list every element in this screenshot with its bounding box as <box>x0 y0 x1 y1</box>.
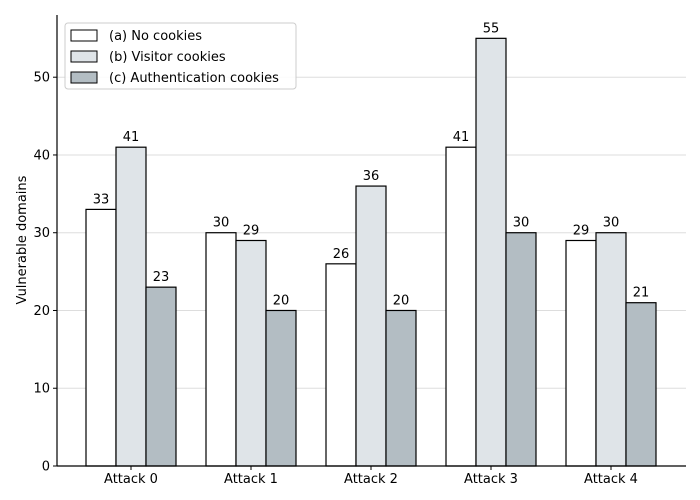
x-tick-label: Attack 3 <box>464 472 518 487</box>
bar-value-label: 29 <box>573 224 590 239</box>
bar-value-label: 33 <box>93 192 110 207</box>
x-tick-label: Attack 4 <box>584 472 638 487</box>
y-tick-label: 30 <box>33 226 50 241</box>
bar <box>265 309 297 467</box>
bar-value-label: 30 <box>213 216 230 231</box>
legend-label: (c) Authentication cookies <box>109 71 279 86</box>
y-tick-label: 10 <box>33 382 50 397</box>
bar <box>445 146 477 467</box>
x-tick-label: Attack 1 <box>224 472 278 487</box>
legend-swatch <box>70 29 98 42</box>
bar <box>505 232 537 467</box>
bar <box>625 302 657 467</box>
bar-value-label: 30 <box>513 216 530 231</box>
legend-swatch <box>70 50 98 63</box>
bar-value-label: 20 <box>393 293 410 308</box>
x-tick-label: Attack 0 <box>104 472 158 487</box>
y-tick-label: 40 <box>33 148 50 163</box>
bar <box>475 37 507 467</box>
tick-labels: 0 10 20 30 40 50 Attack 0 Attack 1 Attack 2 Attac… <box>33 71 638 487</box>
bar <box>595 232 627 467</box>
bar-value-label: 55 <box>483 21 500 36</box>
y-axis-title: Vulnerable domains <box>15 175 30 304</box>
legend-swatch <box>70 71 98 84</box>
bar-value-labels: 33 41 23 30 29 20 26 36 20 41 55 30 29 30 21 <box>93 21 650 308</box>
y-tick-label: 50 <box>33 71 50 86</box>
bar <box>115 146 147 467</box>
legend-label: (a) No cookies <box>109 29 202 44</box>
bar-value-label: 23 <box>153 270 170 285</box>
y-tick-label: 0 <box>42 460 50 475</box>
bar <box>85 208 117 467</box>
axes <box>53 15 686 470</box>
bar-value-label: 21 <box>633 286 650 301</box>
y-tick-label: 20 <box>33 304 50 319</box>
bar <box>355 185 387 467</box>
bar <box>235 239 267 467</box>
bar <box>205 232 237 467</box>
bars <box>85 37 657 467</box>
bar-value-label: 20 <box>273 293 290 308</box>
bar-value-label: 41 <box>123 130 140 145</box>
bar <box>145 286 177 467</box>
bar-value-label: 30 <box>603 216 620 231</box>
bar <box>385 309 417 467</box>
bar-value-label: 29 <box>243 224 260 239</box>
bar <box>565 239 597 467</box>
legend-label: (b) Visitor cookies <box>109 50 226 65</box>
x-tick-label: Attack 2 <box>344 472 398 487</box>
bar-value-label: 26 <box>333 247 350 262</box>
bar-value-label: 36 <box>363 169 380 184</box>
legend-box <box>64 22 297 90</box>
legend: (a) No cookies (b) Visitor cookies (c) Aut… <box>64 22 297 90</box>
bar <box>325 263 357 467</box>
bar-value-label: 41 <box>453 130 470 145</box>
